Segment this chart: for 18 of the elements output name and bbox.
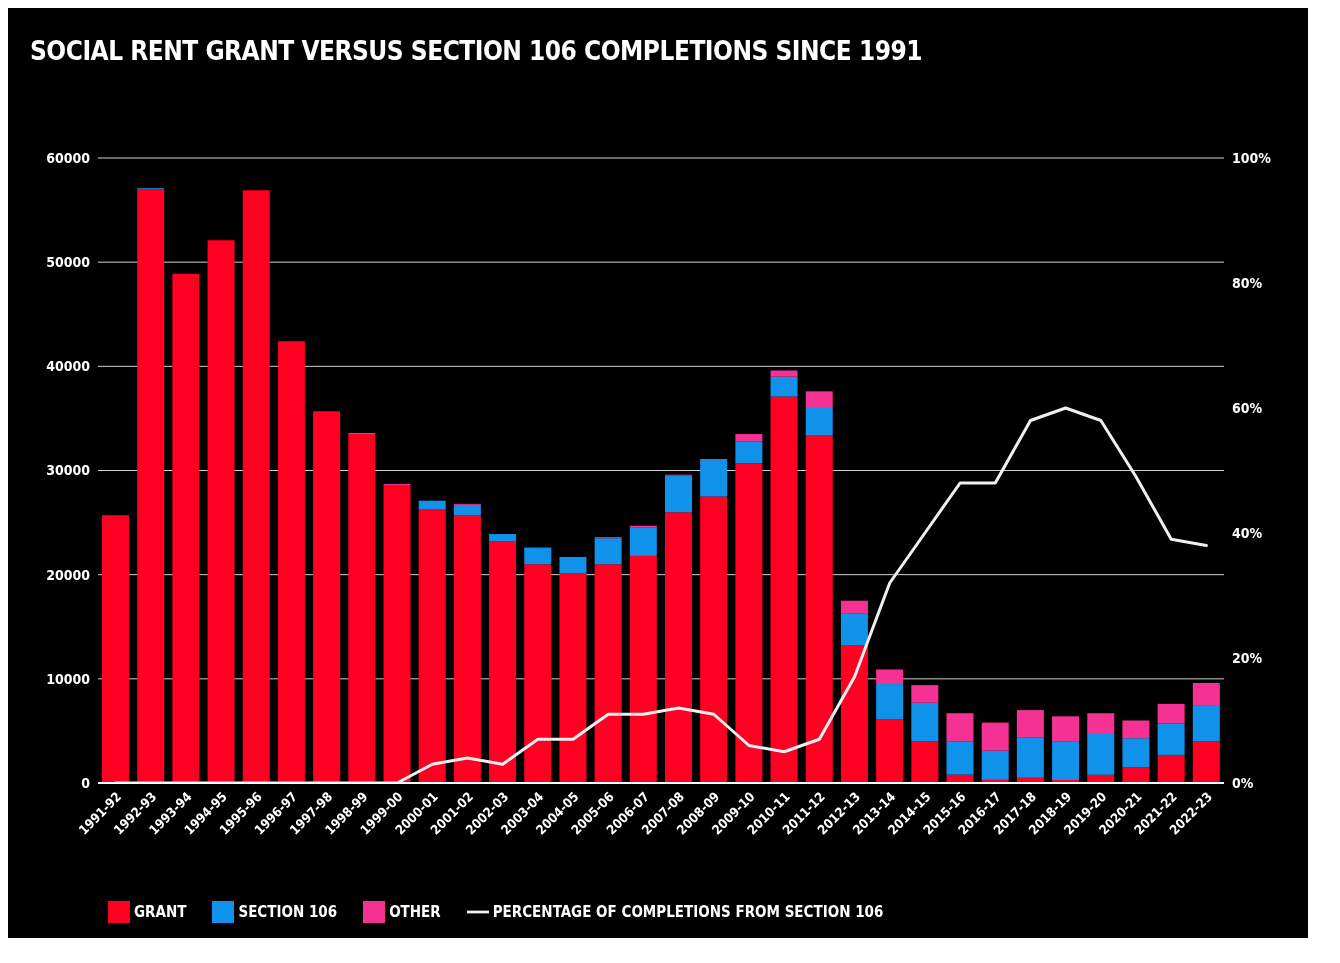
y2-tick-label: 60% — [1232, 399, 1263, 416]
y-tick-label: 0 — [81, 774, 91, 791]
legend-label: SECTION 106 — [238, 902, 338, 921]
y2-tick-label: 80% — [1232, 274, 1263, 291]
legend-label: GRANT — [134, 902, 187, 921]
y-tick-label: 60000 — [46, 149, 91, 166]
y-tick-label: 20000 — [46, 566, 91, 583]
y-tick-label: 10000 — [46, 670, 91, 687]
y-tick-label: 30000 — [46, 462, 91, 479]
chart-title: SOCIAL RENT GRANT VERSUS SECTION 106 COMPLETIONS SINCE 1991 — [30, 36, 922, 66]
legend-label: OTHER — [389, 902, 441, 921]
y-tick-label: 40000 — [46, 358, 91, 375]
y2-tick-label: 0% — [1232, 774, 1254, 791]
legend-label: PERCENTAGE OF COMPLETIONS FROM SECTION 106 — [492, 902, 884, 921]
y2-tick-label: 40% — [1232, 524, 1263, 541]
y2-tick-label: 100% — [1232, 149, 1272, 166]
y-tick-label: 50000 — [46, 254, 91, 271]
y2-tick-label: 20% — [1232, 649, 1263, 666]
